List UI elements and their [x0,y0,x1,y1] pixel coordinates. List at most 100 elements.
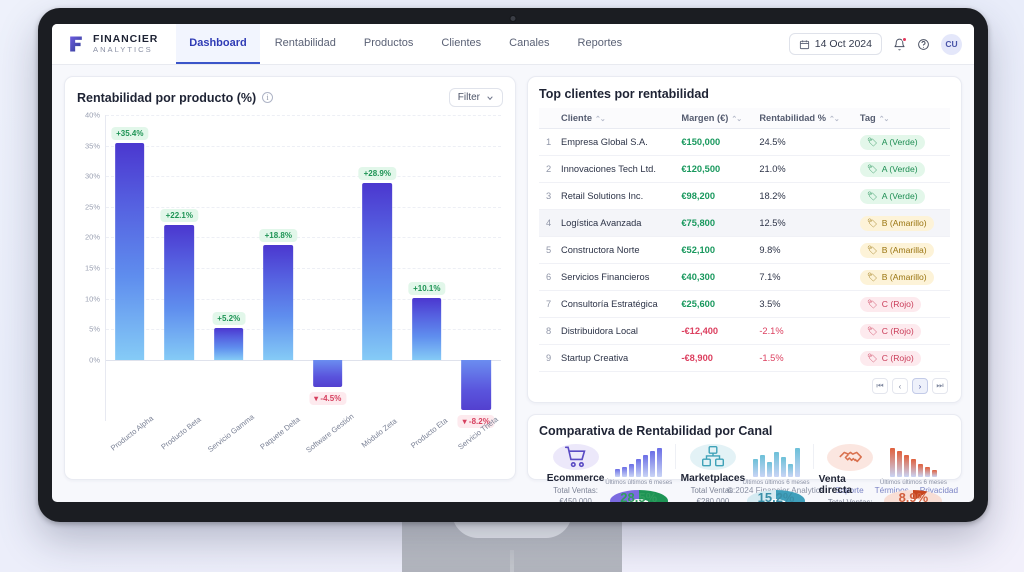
cell-index: 2 [539,155,557,183]
chevron-down-icon [487,95,493,100]
bar-column[interactable]: +22.1% [155,115,205,421]
chart-bar[interactable] [461,359,492,410]
channel-sparkline [889,448,937,477]
bar-value-label: +10.1% [408,281,446,295]
footer-link-terminos[interactable]: Términos [874,486,909,495]
channel-identity: Venta directa Total Ventas:€120,000 [819,444,882,502]
date-picker-button[interactable]: 14 Oct 2024 [788,33,882,55]
bar-column[interactable]: +35.4% [105,115,155,421]
notifications-button[interactable] [893,36,907,51]
user-avatar[interactable]: CU [941,33,962,55]
table-body: 1 Empresa Global S.A. €150,000 24.5% 🏷 A (Ver… [539,128,950,372]
pagination-next-button[interactable]: › [912,378,928,394]
status-badge: 🏷 A (Verde) [859,188,925,204]
cell-index: 8 [539,317,557,345]
col-tag[interactable]: Tag ⌃⌄ [855,108,950,129]
screen: FINANCIER ANALYTICS Dashboard Rentabilid… [52,24,974,502]
cell-rentabilidad: 24.5% [755,128,856,156]
tab-reportes[interactable]: Reportes [577,37,623,49]
chart-bar[interactable] [114,143,145,360]
footer-link-soporte[interactable]: Soporte [834,486,864,495]
chart-bar[interactable] [362,182,393,360]
cell-rentabilidad: 21.0% [755,155,856,183]
x-label-slot: Software Gestión [303,412,355,485]
pagination-first-button[interactable]: ⏮ [872,378,888,394]
bar-column[interactable]: +18.8% [254,115,304,421]
gridline [106,237,501,239]
table-row[interactable]: 4 Logística Avanzada €75,800 12.5% 🏷 B (Amari… [539,209,950,237]
handshake-icon [827,444,874,471]
info-icon[interactable]: i [262,92,274,103]
footer-link-privacidad[interactable]: Privacidad [919,486,958,495]
cell-cliente: Logística Avanzada [557,209,678,237]
table-row[interactable]: 3 Retail Solutions Inc. €98,200 18.2% 🏷 A (Ve… [539,182,950,210]
col-cliente[interactable]: Cliente ⌃⌄ [557,108,678,129]
bar-column[interactable]: ▾ -4.5% [303,115,353,421]
tab-dashboard[interactable]: Dashboard [176,24,260,64]
table-row[interactable]: 9 Startup Creativa -€8,900 -1.5% 🏷 C (Rojo) [539,344,950,372]
question-circle-icon[interactable] [917,38,930,51]
spark-bar [780,457,786,477]
table-title: Top clientes por rentabilidad [539,87,709,101]
sort-icon: ⌃⌄ [731,116,742,123]
table-row[interactable]: 2 Innovaciones Tech Ltd. €120,500 21.0% 🏷 A (… [539,155,950,183]
cell-margen: €25,600 [677,290,756,318]
calendar-icon [799,39,809,49]
tag-icon: 🏷 [866,217,878,228]
chart-bar[interactable] [312,359,343,388]
pagination-last-button[interactable]: ⏭ [932,378,948,394]
channel-card[interactable]: Ecommerce Total Ventas: €450,000 Últimos úl… [539,444,675,502]
table-row[interactable]: 5 Constructora Norte €52,100 9.8% 🏷 B (Amaril… [539,236,950,264]
chart-bars: +35.4% +22.1% +5.2% +18.8% ▾ -4.5% +28.9% +10.… [105,115,502,428]
channel-name: Venta directa [818,474,853,496]
tag-icon: 🏷 [866,244,878,255]
channel-card[interactable]: Venta directa Total Ventas:€120,000 Último… [812,444,950,502]
filter-button[interactable]: Filter [448,88,503,107]
spark-bar [615,469,621,477]
cell-tag: 🏷 A (Verde) [855,155,950,183]
chart-bar[interactable] [411,297,442,360]
spark-bar [794,448,800,477]
chart-bar[interactable] [263,244,294,360]
y-tick-label: 10% [84,294,100,304]
tag-label: C (Rojo) [881,299,914,309]
table-row[interactable]: 6 Servicios Financieros €40,300 7.1% 🏷 B (Ama… [539,263,950,291]
x-label-slot: Producto Beta [155,415,205,485]
tab-productos[interactable]: Productos [363,37,414,49]
cell-cliente: Empresa Global S.A. [557,128,678,156]
bar-column[interactable]: +28.9% [353,115,403,421]
cell-index: 5 [539,236,557,264]
table-row[interactable]: 7 Consultoría Estratégica €25,600 3.5% 🏷 C (R… [539,290,950,318]
channel-comparison-card: Comparativa de Rentabilidad por Canal Ec… [527,414,962,502]
chart-bar[interactable] [213,327,244,360]
spark-bar [629,463,635,477]
cell-margen: €98,200 [677,182,756,210]
table-row[interactable]: 1 Empresa Global S.A. €150,000 24.5% 🏷 A (Ver… [539,128,950,156]
brand-logo[interactable]: FINANCIER ANALYTICS [66,24,176,64]
channel-card[interactable]: Marketplaces Total Ventas: €280,000 Últimos… [675,444,812,502]
sort-icon: ⌃⌄ [595,116,606,123]
y-tick-label: 0% [89,355,100,365]
table-row[interactable]: 8 Distribuidora Local -€12,400 -2.1% 🏷 C (Roj… [539,317,950,345]
chart-bar[interactable] [164,224,195,360]
y-axis: 40% 35% 30% 25% 20% 15% 10% 5% 0% [77,111,103,421]
bar-column[interactable]: +10.1% [402,115,452,421]
col-rentabilidad[interactable]: Rentabilidad % ⌃⌄ [755,108,856,129]
gridline [106,268,501,269]
bar-column[interactable]: +5.2% [204,115,254,421]
bar-value-label: +22.1% [160,208,198,222]
cell-cliente: Constructora Norte [557,236,678,264]
bar-column[interactable]: ▾ -8.2% [452,115,502,428]
table-pagination: ⏮ ‹ › ⏭ [539,372,950,396]
pagination-prev-button[interactable]: ‹ [892,378,908,394]
status-badge: 🏷 C (Rojo) [859,323,921,339]
tab-canales[interactable]: Canales [509,37,550,49]
channel-list: Ecommerce Total Ventas: €450,000 Últimos úl… [539,444,950,502]
tab-rentabilidad[interactable]: Rentabilidad [274,37,336,49]
tab-clientes[interactable]: Clientes [441,37,482,49]
cell-margen: -€8,900 [677,344,756,372]
status-badge: 🏷 A (Verde) [859,161,925,177]
x-tick-label: Módulo Zeta [359,416,399,450]
col-margen[interactable]: Margen (€) ⌃⌄ [677,108,756,129]
cell-tag: 🏷 A (Verde) [855,128,950,156]
